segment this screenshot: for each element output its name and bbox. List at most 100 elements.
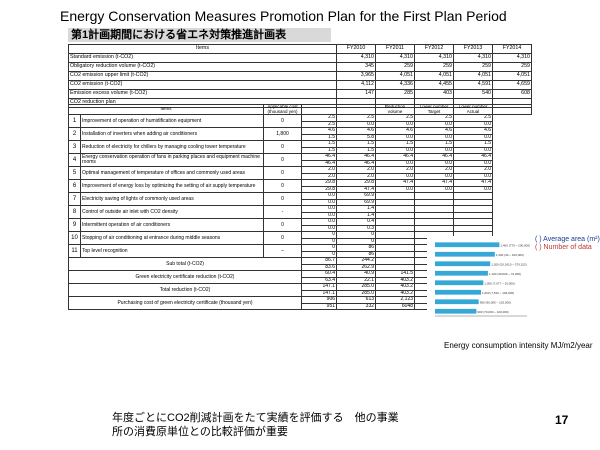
legend-average-area: ( ) Average area (m²) [535,236,600,243]
plan-row-number: 11 [68,244,81,258]
summary-value: 345 [336,62,376,72]
summary-value: 4,455 [414,80,454,90]
summary-value: 4,310 [375,53,415,63]
summary-label: CO2 emission upper limit (t-CO2) [68,71,337,81]
plan-blank-header [301,104,338,115]
summary-row: Obligatory reduction volume (t-CO2) 345 … [68,62,532,72]
plan-row-description: Intermittent operation of air conditione… [79,218,265,232]
summary-value: 147 [336,89,376,99]
chart-bar [435,299,479,305]
plan-total-value: 951 [301,302,338,310]
plan-row-number: 2 [68,127,81,141]
plan-row-description: Improvement of operation of humidificati… [79,114,265,128]
plan-row-applicable-cost: 0 [263,114,303,128]
plan-row-applicable-cost: – [263,244,303,258]
plan-row: 2 Installation of inverters when adding a… [68,127,532,141]
plan-row-applicable-cost: 0 [263,192,303,206]
plan-row: 7 Electricity saving of lights of commonl… [68,192,532,206]
summary-value: 4,310 [453,53,493,63]
plan-total-label: Purchasing cost of green electricity cer… [67,296,303,310]
plan-row-description: Electricity saving of lights of commonly… [79,192,265,206]
chart-bar [435,251,495,257]
chart-bar-label: 1,000 (7,510 ~ 106,000) [482,291,514,295]
year-header: FY2014 [492,44,532,54]
plan-row-number: 4 [68,153,81,167]
chart-legend: ( ) Average area (m²) ( ) Number of data [535,236,600,252]
chart-bar [435,242,500,248]
summary-label: CO2 emission (t-CO2) [68,80,337,90]
summary-value: 4,051 [375,71,415,81]
intensity-chart: 1,400 (770 ~ 200,000) 1,300 (30 ~ 100,000… [427,236,531,326]
plan-row-applicable-cost: 1,800 [263,127,303,141]
plan-row: 5 Optimal management of temperature of of… [68,166,532,180]
plan-header-row: Items Applicable cost (thousand yen) Reduc… [67,104,533,115]
plan-row: 10 Stopping of air conditioning at entran… [68,231,532,245]
chart-bar [435,280,484,286]
plan-row-description: Optimal management of temperature of off… [79,166,265,180]
summary-row: Emission excess volume (t-CO2) 147 285 4… [68,89,532,99]
plan-reduction-header: Reduction volume [375,104,416,115]
year-header: FY2013 [453,44,493,54]
summary-value: 259 [414,62,454,72]
summary-value: 4,591 [453,80,493,90]
plan-row: 2.0 2.0 0.0 0.0 0.0 [69,172,532,180]
plan-lower-actual-header: Lower number Actual [453,104,494,115]
plan-row-description: Top level recognition [79,244,265,258]
chart-bar-label: 1,100 (30,000 ~ 72,000) [489,272,521,276]
plan-row-description: Reduction of electricity for chillers by… [79,140,265,154]
summary-value: 259 [453,62,493,72]
plan-row-value: 0.0 [453,120,494,128]
summary-value: 259 [492,62,532,72]
footer-line: 年度ごとにCO2削減計画をたて実績を評価する 他の事業 [112,412,399,424]
chart-bar [435,308,477,314]
slide-title: Energy Conservation Measures Promotion P… [60,8,507,24]
plan-applicable-header: Applicable cost (thousand yen) [263,104,303,115]
plan-row-number: 5 [68,166,81,180]
chart-bar-label: 900 (70,000 ~ 100,000) [477,310,508,314]
plan-total-label: Sub total (t-CO2) [67,257,303,271]
plan-row-description: Installation of inverters when adding ai… [79,127,265,141]
plan-row-number: 3 [68,140,81,154]
plan-row-number: 8 [68,205,81,219]
summary-value: 3,965 [336,71,376,81]
plan-blank-header [492,104,533,115]
summary-value: 4,336 [375,80,415,90]
page-number: 17 [555,413,569,427]
plan-row-number: 1 [68,114,81,128]
chart-bar-label: 1,200 (20,1610 ~ 370,152) [491,263,526,267]
summary-value: 4,051 [414,71,454,81]
chart-bar-label: 1,300 (30 ~ 100,000) [496,253,524,257]
plan-total-value: 332 [336,302,377,310]
plan-items-header: Items [67,104,265,115]
chart-bar [435,270,488,276]
summary-header-row: Items FY2010 FY2011 FY2012 FY2013 FY2014 [68,44,532,54]
plan-row-applicable-cost: 0 [263,218,303,232]
plan-row-description: Control of outside air inlet with CO2 de… [79,205,265,219]
summary-label: Obligatory reduction volume (t-CO2) [68,62,337,72]
intensity-chart-svg: 1,400 (770 ~ 200,000) 1,300 (30 ~ 100,000… [435,242,530,317]
summary-row: CO2 emission upper limit (t-CO2) 3,965 4… [68,71,532,81]
plan-lower-target-header: Lower number Target [414,104,455,115]
plan-row-number: 9 [68,218,81,232]
summary-value: 4,310 [336,53,376,63]
chart-bar-label: 1,050 (7,077 ~ 10,000) [484,282,514,286]
plan-row-applicable-cost: - [263,205,303,219]
plan-row-number: 10 [68,231,81,245]
year-header: FY2012 [414,44,454,54]
summary-value: 285 [375,89,415,99]
footer-note: 年度ごとにCO2削減計画をたて実績を評価する 他の事業 所の消費原単位との比較評… [112,411,399,439]
summary-label: Standard emission (t-CO2) [68,53,337,63]
summary-value: 4,310 [492,53,532,63]
summary-value: 4,659 [492,80,532,90]
chart-bar [435,289,481,295]
summary-value: 403 [414,89,454,99]
summary-table: Items FY2010 FY2011 FY2012 FY2013 FY2014… [68,44,532,108]
chart-bar-label: 1,400 (770 ~ 200,000) [500,244,530,248]
plan-row: 3 Reduction of electricity for chillers b… [68,140,532,154]
chart-bar-label: 950 (90,000 ~ 102,000) [480,301,511,305]
year-header: FY2011 [375,44,415,54]
plan-total-value: 6048 [375,302,416,310]
plan-row: 2.5 0.0 0.0 0.0 0.0 [69,120,532,128]
chart-bar [435,261,491,267]
plan-row-applicable-cost: 0 [263,231,303,245]
